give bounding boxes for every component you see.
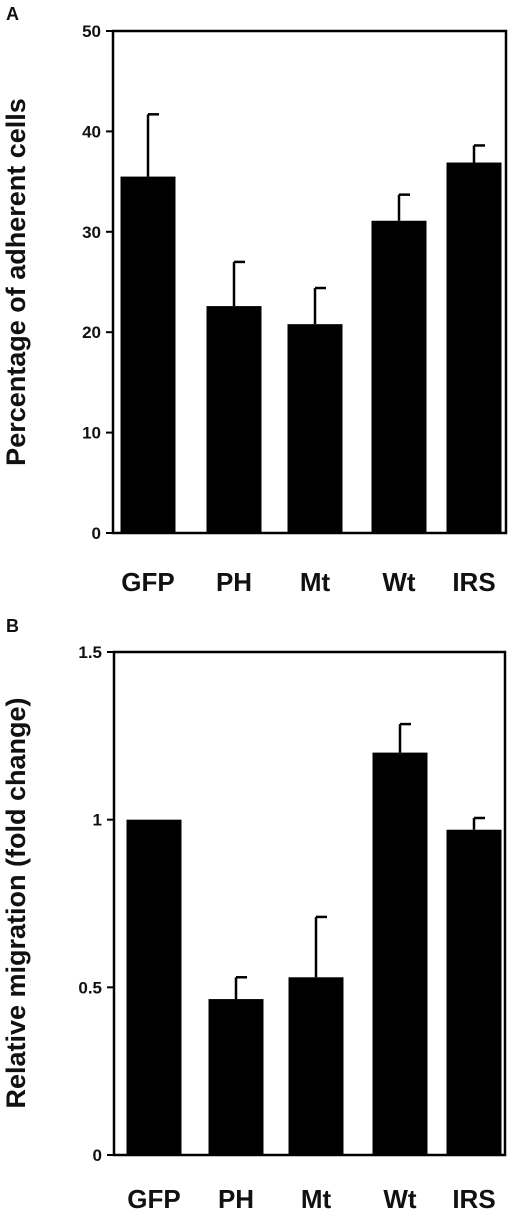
panel-b-bar-gfp	[126, 819, 182, 1155]
panel-a-error-bar-ph	[232, 260, 245, 307]
panel-a-bar-ph	[206, 306, 262, 533]
panel-a-error-bar-wt	[397, 193, 410, 221]
panel-a-bar-wt	[371, 220, 427, 534]
panel-a-x-tick-label: Mt	[300, 567, 331, 597]
panel-b-x-tick-label: GFP	[127, 1184, 180, 1211]
panel-a-label: A	[6, 4, 19, 24]
panel-a-bar-gfp	[120, 176, 176, 533]
panel-b-y-tick-label: 0.5	[78, 978, 102, 997]
panel-a-y-tick-label: 20	[82, 323, 101, 342]
panel-a-bar-mt	[287, 324, 343, 533]
panel-b-y-tick-label: 1	[93, 811, 102, 830]
panel-a-x-tick-label: PH	[216, 567, 252, 597]
panel-b-error-bar-wt	[398, 722, 411, 753]
panel-b-y-tick-label: 1.5	[78, 643, 102, 662]
panel-b-label: B	[6, 616, 19, 636]
panel-b-x-tick-label: Wt	[383, 1184, 417, 1211]
panel-a-error-bar-gfp	[146, 113, 159, 177]
panel-b-error-bar-ph	[234, 976, 247, 1000]
panel-b-bar-irs	[446, 829, 502, 1155]
panel-b-error-bar-mt	[314, 915, 327, 978]
panel-b-error-bar-irs	[472, 816, 485, 830]
panel-a-y-tick-label: 30	[82, 223, 101, 242]
panel-a-y-tick-label: 10	[82, 424, 101, 443]
panel-a-x-tick-label: IRS	[452, 567, 495, 597]
panel-b-bar-ph	[208, 999, 264, 1155]
panel-a-y-axis-label: Percentage of adherent cells	[1, 98, 31, 466]
panel-a-error-bar-irs	[472, 144, 485, 163]
panel-a-error-bar-mt	[313, 286, 326, 325]
panel-b-y-axis-label: Relative migration (fold change)	[1, 697, 31, 1108]
panel-a-y-tick-label: 40	[82, 122, 101, 141]
panel-b-x-tick-label: PH	[218, 1184, 254, 1211]
panel-a-x-tick-label: Wt	[382, 567, 416, 597]
panel-b-x-tick-label: IRS	[452, 1184, 495, 1211]
panel-b: B Relative migration (fold change) 0 0.5 1…	[1, 616, 507, 1211]
panel-b-y-tick-label: 0	[93, 1146, 102, 1165]
panel-a-x-tick-label: GFP	[121, 567, 174, 597]
panel-b-bar-mt	[288, 977, 344, 1155]
panel-a-y-tick-label: 50	[82, 22, 101, 41]
panel-a-y-tick-label: 0	[92, 524, 101, 543]
panel-a-bar-irs	[446, 162, 502, 534]
panel-a: A Percentage of adherent cells 0 10 20 30 40…	[1, 4, 508, 597]
panel-b-x-tick-label: Mt	[301, 1184, 332, 1211]
panel-b-bar-wt	[372, 752, 428, 1155]
